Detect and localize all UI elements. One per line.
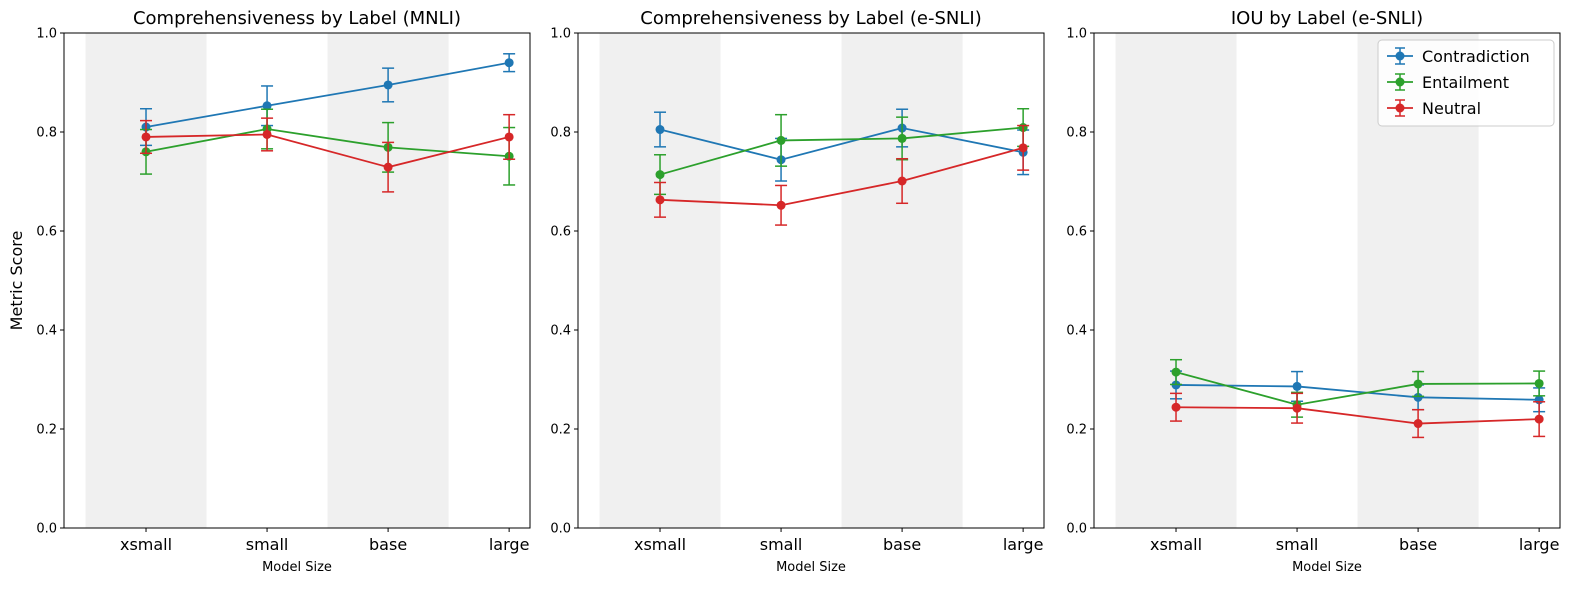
x-tick-label: base — [369, 535, 407, 554]
shaded-band — [327, 33, 449, 528]
legend-marker — [1395, 77, 1405, 87]
x-axis-label: Model Size — [262, 560, 332, 575]
data-point — [897, 176, 907, 186]
axes-frame — [577, 32, 1045, 529]
y-tick-label: 0.2 — [36, 423, 57, 438]
x-axis-label: Model Size — [1292, 560, 1362, 575]
chart-panel-2: 0.0 0.2 0.4 0.6 0.8 1.0 xsmall small base large Co… — [550, 8, 1045, 575]
x-tick-label: xsmall — [1150, 535, 1202, 554]
y-tick-label: 0.4 — [36, 324, 57, 339]
x-tick-label: xsmall — [120, 535, 172, 554]
axes-frame — [63, 32, 531, 529]
chart-panel-3: 0.0 0.2 0.4 0.6 0.8 1.0 xsmall small base large IO… — [1066, 8, 1561, 575]
data-point — [1534, 378, 1544, 388]
y-tick-label: 0.4 — [550, 324, 571, 339]
series-line — [659, 127, 1024, 161]
data-point — [1413, 392, 1423, 402]
legend-label: Entailment — [1422, 73, 1509, 92]
data-point — [1534, 414, 1544, 424]
x-tick-label: large — [1519, 535, 1560, 554]
series-line — [145, 61, 510, 128]
data-point — [655, 195, 665, 205]
chart-title: Comprehensiveness by Label (e-SNLI) — [640, 8, 982, 29]
series-line — [1176, 406, 1540, 425]
data-point — [1171, 367, 1181, 377]
x-tick-label: base — [883, 535, 921, 554]
x-tick-label: base — [1399, 535, 1437, 554]
data-point — [262, 129, 272, 139]
x-tick-label: small — [760, 535, 803, 554]
series-line — [145, 133, 510, 169]
data-point — [776, 200, 786, 210]
y-tick-label: 0.8 — [550, 126, 571, 141]
data-point — [1292, 381, 1302, 391]
x-axis-label: Model Size — [776, 560, 846, 575]
legend-label: Neutral — [1422, 99, 1481, 118]
legend-marker — [1395, 103, 1405, 113]
data-point — [655, 170, 665, 180]
y-tick-label: 0.0 — [1066, 522, 1087, 537]
legend-frame — [1377, 39, 1555, 127]
y-axis-label: Metric Score — [7, 231, 26, 331]
shaded-band — [599, 33, 721, 528]
y-tick-label: 0.8 — [1066, 126, 1087, 141]
data-point — [1292, 403, 1302, 413]
y-tick-label: 0.8 — [36, 126, 57, 141]
data-point — [262, 101, 272, 111]
x-tick-label: xsmall — [634, 535, 686, 554]
data-point — [504, 132, 514, 142]
series-line — [1175, 371, 1540, 406]
shaded-band — [841, 33, 963, 528]
chart-title: Comprehensiveness by Label (MNLI) — [133, 8, 461, 29]
x-tick-label: small — [246, 535, 289, 554]
shaded-band — [1115, 33, 1237, 528]
y-tick-label: 0.0 — [36, 522, 57, 537]
legend-label: Contradiction — [1422, 47, 1530, 66]
y-tick-label: 0.6 — [36, 225, 57, 240]
series-line — [659, 126, 1024, 176]
y-tick-label: 0.0 — [550, 522, 571, 537]
y-tick-label: 0.2 — [1066, 423, 1087, 438]
y-tick-label: 1.0 — [550, 27, 571, 42]
y-tick-label: 0.6 — [1066, 225, 1087, 240]
data-point — [504, 58, 514, 68]
data-point — [655, 125, 665, 135]
data-point — [776, 135, 786, 145]
legend-marker — [1395, 51, 1405, 61]
legend: Contradiction Entailment Neutral — [1377, 39, 1555, 127]
series-line — [659, 146, 1024, 207]
chart-title: IOU by Label (e-SNLI) — [1231, 8, 1423, 29]
data-point — [1413, 419, 1423, 429]
shaded-band — [85, 33, 207, 528]
axes-frame — [1093, 32, 1561, 529]
x-tick-label: large — [489, 535, 530, 554]
y-tick-label: 0.2 — [550, 423, 571, 438]
data-point — [383, 80, 393, 90]
chart-panel-1: 0.0 0.2 0.4 0.6 0.8 1.0 xsmall small base large Co… — [7, 8, 531, 575]
data-point — [383, 162, 393, 172]
data-point — [1171, 402, 1181, 412]
series-neutral — [140, 113, 516, 193]
x-tick-label: large — [1003, 535, 1044, 554]
data-point — [1018, 143, 1028, 153]
y-tick-label: 0.4 — [1066, 324, 1087, 339]
series-line — [1176, 384, 1540, 401]
y-tick-label: 1.0 — [36, 27, 57, 42]
data-point — [897, 133, 907, 143]
data-point — [141, 132, 151, 142]
y-tick-label: 0.6 — [550, 225, 571, 240]
y-tick-label: 1.0 — [1066, 27, 1087, 42]
series-neutral — [654, 124, 1030, 226]
series-neutral — [1170, 392, 1546, 439]
x-tick-label: small — [1276, 535, 1319, 554]
data-point — [1413, 379, 1423, 389]
